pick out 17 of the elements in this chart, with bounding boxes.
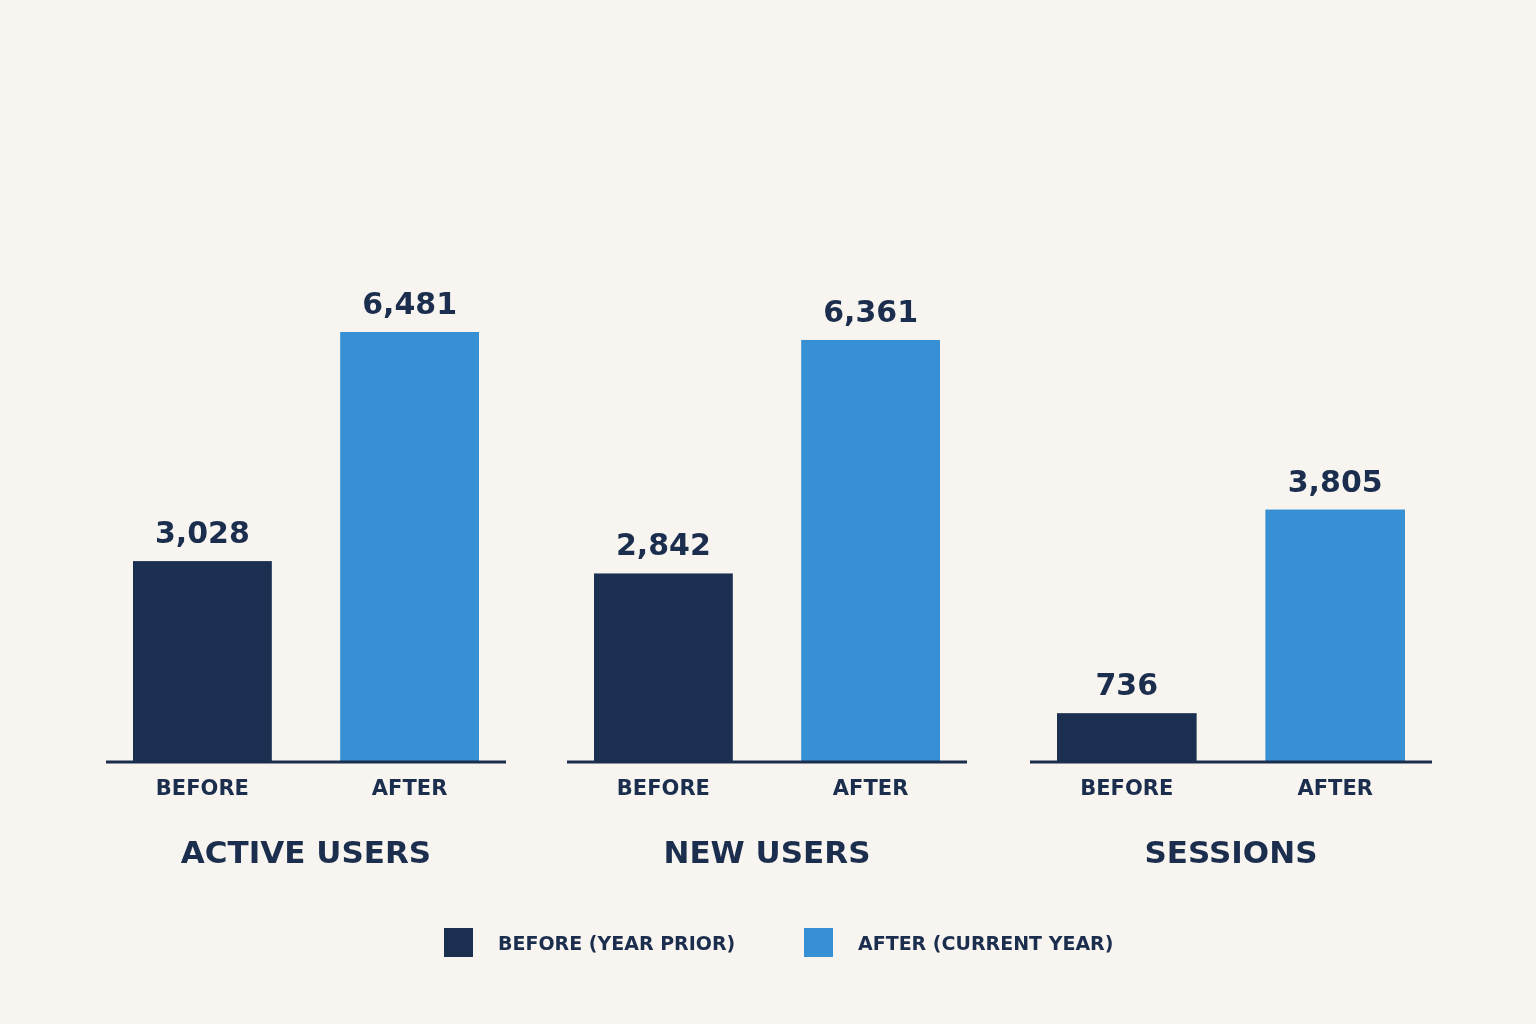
legend-label: BEFORE (YEAR PRIOR) (498, 932, 736, 954)
x-tick-label: BEFORE (1080, 776, 1174, 800)
x-tick-label: BEFORE (155, 776, 249, 800)
data-label: 736 (1095, 667, 1159, 703)
data-label: 2,842 (615, 527, 711, 563)
data-label: 3,028 (154, 515, 250, 551)
x-axis-title: NEW USERS (663, 834, 871, 870)
x-tick-label: AFTER (371, 776, 448, 800)
data-label: 6,481 (362, 286, 458, 321)
data-label: 3,805 (1287, 463, 1383, 499)
x-axis-title: ACTIVE USERS (180, 834, 432, 870)
legend-label: AFTER (CURRENT YEAR) (858, 932, 1114, 954)
x-axis-title: SESSIONS (1144, 834, 1318, 870)
data-label: 6,361 (823, 293, 919, 329)
x-tick-label: BEFORE (616, 776, 710, 800)
x-tick-label: AFTER (1297, 776, 1373, 800)
x-tick-label: AFTER (832, 776, 909, 800)
